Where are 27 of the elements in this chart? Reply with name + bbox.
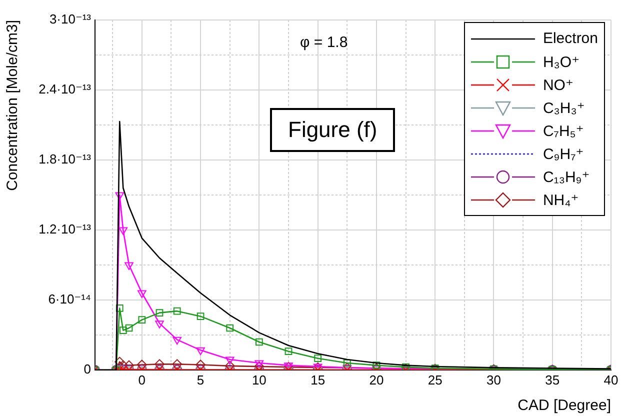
x-tick-label: 40 [604, 372, 618, 388]
legend-label: C₉H₇⁺ [542, 144, 584, 162]
annotation: Figure (f) [270, 108, 396, 152]
y-tick-label: 0 [84, 362, 91, 377]
legend-label: C₇H₅⁺ [542, 122, 584, 140]
legend-label: C₁₃H₉⁺ [542, 168, 590, 186]
x-tick-label: 30 [486, 372, 501, 388]
y-axis-title: Concentration [Mole/cm3] [4, 20, 22, 191]
x-axis-title: CAD [Degree] [518, 397, 611, 414]
x-tick-label: 15 [310, 372, 326, 388]
x-tick-label: 20 [369, 372, 384, 388]
y-tick-label: 6·10⁻¹⁴ [48, 292, 91, 307]
y-tick-label: 1.2·10⁻¹³ [38, 222, 92, 237]
legend-label: Electron [542, 30, 598, 47]
legend-label: H₃O⁺ [542, 52, 580, 70]
y-tick-label: 1.8·10⁻¹³ [38, 152, 92, 167]
x-tick-label: 10 [252, 372, 266, 388]
x-tick-label: 25 [428, 372, 442, 388]
y-tick-label: 2.4·10⁻¹³ [38, 82, 92, 97]
x-tick-label: 35 [545, 372, 560, 388]
x-tick-label: 0 [138, 372, 146, 388]
legend-label: NH₄⁺ [542, 190, 579, 208]
legend-label: C₃H₃⁺ [542, 98, 585, 116]
annotation: φ = 1.8 [300, 34, 348, 51]
x-tick-label: 5 [196, 372, 204, 388]
y-tick-label: 3·10⁻¹³ [49, 12, 92, 27]
legend-label: NO⁺ [542, 76, 574, 94]
